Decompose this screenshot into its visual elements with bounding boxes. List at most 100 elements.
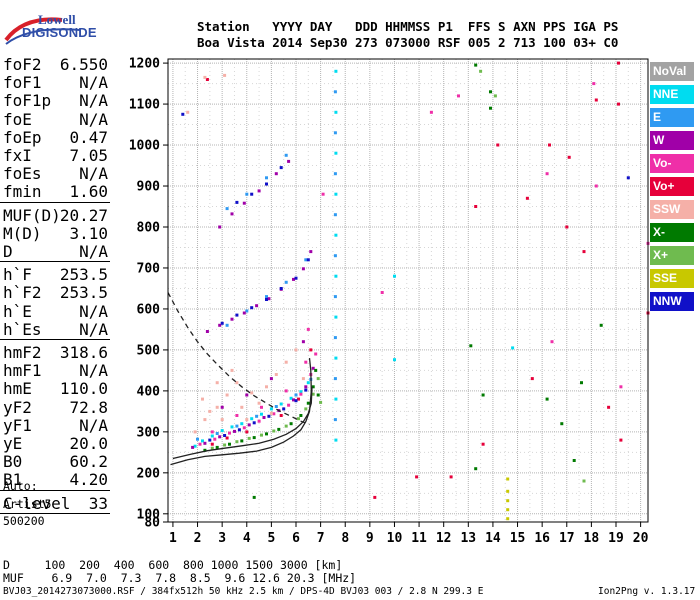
data-point [525,196,529,200]
data-point [223,434,227,437]
param-separator [0,201,110,203]
param-separator [0,489,110,491]
legend-item-w: W [650,131,694,150]
data-point [321,192,325,196]
data-point [545,397,549,401]
muf-frequency-row: MUF 6.9 7.0 7.3 7.8 8.5 9.6 12.6 20.3 [M… [3,571,357,585]
footer-version: Ion2Png v. 1.3.17 [598,586,696,597]
param-row-mufd: MUF(D) 20.27 [3,206,108,225]
data-point [205,78,209,81]
data-point [489,106,492,110]
data-point [225,436,229,440]
data-point [250,417,254,421]
data-point [230,317,234,321]
data-point [594,98,598,102]
data-point [257,401,261,405]
x-tick-label: 2 [194,531,202,546]
param-value: N/A [79,164,108,184]
data-point [373,495,377,499]
y-tick-label: 300 [137,425,161,440]
data-point [393,274,396,278]
plot-frame [167,58,649,523]
data-point [230,212,234,216]
data-point [186,110,190,114]
data-point [235,414,239,417]
param-row-hf2: h`F2 253.5 [3,283,108,303]
y-tick-label: 500 [137,343,161,358]
data-point [334,110,338,114]
data-point [284,153,288,157]
param-name: foF1p [3,91,52,111]
data-point [277,427,281,431]
legend-item-sse: SSE [650,269,694,288]
param-row-d: D N/A [3,242,108,261]
data-point [304,385,308,389]
data-point [474,63,478,67]
data-point [550,340,554,344]
data-point [333,172,337,176]
param-name: foF1 [3,73,42,93]
data-point [294,393,298,397]
data-point [626,176,630,180]
legend-item-xplus: X+ [650,246,694,265]
series-sse [506,477,510,521]
data-point [565,225,569,229]
data-point [333,213,337,217]
data-point [220,321,224,325]
data-point [245,393,249,397]
data-point [210,434,214,438]
data-point [582,479,586,483]
param-row-hme: hmE 110.0 [3,379,108,399]
data-point [292,398,295,402]
param-name: foEp [3,127,42,147]
data-point [481,393,485,397]
data-point [580,381,583,385]
param-name: foF2 [3,55,42,74]
data-point [279,414,283,417]
param-name: yF1 [3,415,32,435]
data-point [309,348,313,352]
data-point [240,439,244,443]
data-point [617,102,620,106]
x-tick-label: 18 [584,531,600,546]
param-row-fof1: foF1 N/A [3,73,108,93]
param-row-foep: foEp 0.47 [3,127,108,147]
data-point [230,425,234,429]
muf-distance-row: D 100 200 400 600 800 1000 1500 3000 [km… [3,558,343,572]
data-point [245,418,249,422]
param-value: 4.20 [69,470,108,490]
param-value: 1.60 [69,182,108,202]
data-point [252,436,256,440]
data-point [225,207,229,211]
data-point [250,391,254,395]
param-name: h`F2 [3,283,42,303]
data-point [210,446,214,450]
data-point [333,418,337,422]
param-separator [0,339,110,340]
param-name: hmE [3,379,32,399]
data-point [235,313,239,317]
data-point [333,254,337,258]
header-line-values: Boa Vista 2014 Sep30 273 073000 RSF 005 … [197,35,619,50]
param-row-fof2: foF2 6.550 [3,55,108,74]
profile-solid-1 [170,358,312,466]
data-point [311,392,315,396]
param-value: 0.47 [69,127,108,147]
data-point [294,399,298,403]
data-point [333,377,337,381]
plot-profiles [167,292,313,466]
data-point [560,422,564,426]
x-tick-label: 3 [218,531,226,546]
y-tick-label: 600 [137,302,161,317]
data-point [218,225,222,229]
data-point [215,405,219,409]
data-point [314,368,318,372]
param-row-he: h`E N/A [3,302,108,321]
data-point [235,200,239,204]
data-point [299,390,303,394]
data-point [306,258,310,262]
data-point [289,396,293,400]
param-row-clevel: C-level 33 [3,494,108,513]
